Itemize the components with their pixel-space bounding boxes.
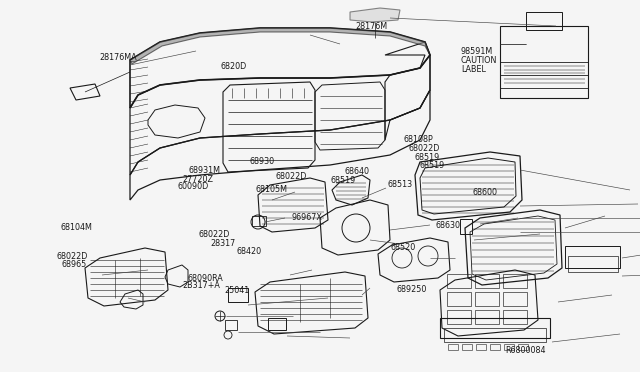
Text: 68108P: 68108P (403, 135, 433, 144)
Text: CAUTION: CAUTION (461, 56, 497, 65)
Text: 60090D: 60090D (178, 182, 209, 191)
Text: 98591M: 98591M (461, 47, 493, 56)
Bar (225, 320, 237, 330)
Bar (503, 292, 527, 306)
Text: 68519: 68519 (330, 176, 355, 185)
Text: 68513: 68513 (387, 180, 412, 189)
Bar (444, 328, 546, 342)
Bar (447, 274, 471, 288)
Bar (460, 219, 472, 234)
Polygon shape (350, 8, 400, 22)
Bar (228, 288, 248, 302)
Bar (447, 292, 471, 306)
Bar (475, 274, 499, 288)
Text: 689250: 689250 (397, 285, 427, 294)
Bar (503, 274, 527, 288)
Text: LABEL: LABEL (461, 65, 486, 74)
Bar (503, 310, 527, 324)
Bar (440, 318, 550, 338)
Text: R6800084: R6800084 (506, 346, 546, 355)
Bar (475, 292, 499, 306)
Bar (500, 26, 588, 98)
Text: 25041: 25041 (224, 286, 249, 295)
Text: 68420: 68420 (237, 247, 262, 256)
Bar (268, 318, 286, 330)
Text: 68640: 68640 (344, 167, 369, 176)
Bar (568, 256, 618, 272)
Polygon shape (130, 28, 430, 64)
Text: 27720Z: 27720Z (182, 175, 213, 184)
Text: 28317: 28317 (210, 239, 235, 248)
Text: 68630: 68630 (435, 221, 460, 230)
Text: 68519: 68519 (415, 153, 440, 162)
Text: 68022D: 68022D (275, 172, 307, 181)
Text: 28176MA: 28176MA (99, 53, 137, 62)
Text: 68600: 68600 (472, 188, 497, 197)
Bar (565, 246, 620, 268)
Text: 6820D: 6820D (221, 62, 247, 71)
Text: 68965: 68965 (61, 260, 86, 269)
Text: 68519: 68519 (419, 161, 444, 170)
Text: 96967X: 96967X (291, 213, 322, 222)
Bar (252, 216, 266, 226)
Bar (526, 12, 562, 30)
Text: 68105M: 68105M (256, 185, 288, 194)
Bar (475, 310, 499, 324)
Text: 68104M: 68104M (61, 223, 93, 232)
Text: 68022D: 68022D (56, 252, 88, 261)
Text: 2B317+A: 2B317+A (182, 281, 220, 290)
Text: 68090RA: 68090RA (188, 274, 223, 283)
Text: 68931M: 68931M (189, 166, 221, 175)
Text: 68022D: 68022D (408, 144, 440, 153)
Text: 68022D: 68022D (198, 230, 230, 239)
Bar (447, 310, 471, 324)
Text: 68930: 68930 (250, 157, 275, 166)
Text: 68520: 68520 (390, 243, 415, 252)
Text: 28176M: 28176M (355, 22, 387, 31)
